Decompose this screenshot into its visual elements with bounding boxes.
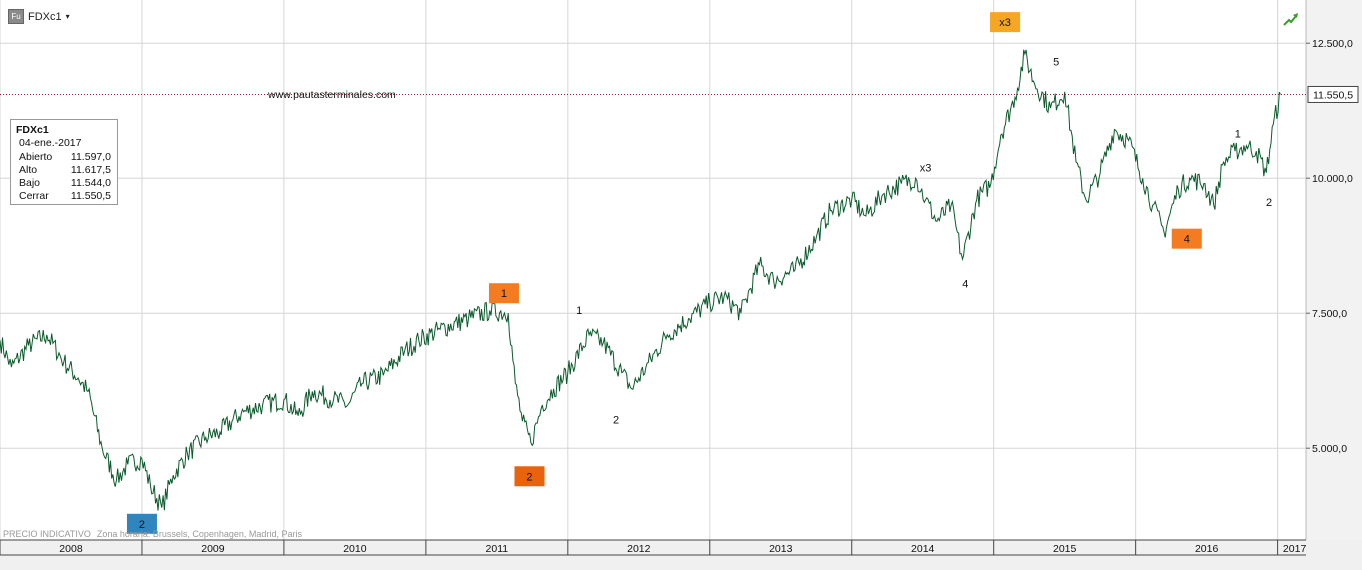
y-axis-ticks: 5.000,0 7.500,0 10.000,0 12.500,0	[1306, 38, 1353, 455]
wave-label-box	[514, 466, 545, 487]
symbol-selector[interactable]: Fu FDXc1 ▾	[8, 9, 70, 24]
wave-label: 2	[139, 519, 145, 531]
high-value: 11.617,5	[70, 164, 111, 176]
wave-label-box	[990, 12, 1021, 33]
wave-label: x3	[920, 162, 932, 174]
wave-label-box	[126, 513, 157, 534]
indicative-price-label: PRECIO INDICATIVO	[3, 529, 91, 539]
open-label: Abierto	[19, 151, 53, 163]
futures-badge: Fu	[8, 9, 24, 24]
trend-up-arrow-icon[interactable]	[1282, 11, 1300, 27]
y-tick-label: 10.000,0	[1312, 173, 1353, 185]
x-tick-label: 2008	[59, 543, 83, 555]
wave-label: 1	[576, 305, 582, 317]
wave-label: 4	[962, 279, 968, 291]
wave-label: 2	[613, 415, 619, 427]
symbol-name: FDXc1	[28, 10, 62, 23]
high-label: Alto	[19, 164, 38, 176]
close-value: 11.550,5	[70, 190, 111, 202]
x-tick-label: 2017	[1283, 543, 1307, 555]
x-tick-label: 2016	[1195, 543, 1219, 555]
plot-area	[0, 0, 1306, 540]
wave-annotations: 1 2 2 1 2 x3 4 x3 5 4 1 2	[126, 12, 1272, 534]
last-price-tag: 11.550,5	[1307, 85, 1359, 103]
open-value: 11.597,0	[70, 151, 111, 163]
dropdown-caret-icon[interactable]: ▾	[65, 12, 70, 21]
x-tick-label: 2012	[627, 543, 651, 555]
wave-label: 2	[1266, 197, 1272, 209]
x-tick-label: 2014	[911, 543, 935, 555]
y-tick-label: 5.000,0	[1312, 443, 1347, 455]
wave-label: x3	[999, 17, 1011, 29]
low-label: Bajo	[19, 177, 41, 189]
wave-label: 4	[1184, 234, 1190, 246]
price-axis-panel[interactable]	[1306, 0, 1362, 540]
low-value: 11.544,0	[70, 177, 111, 189]
y-tick-label: 7.500,0	[1312, 308, 1347, 320]
close-label: Cerrar	[19, 190, 49, 202]
x-tick-label: 2011	[486, 543, 509, 555]
footer-note: PRECIO INDICATIVO Zona horaria: Brussels,…	[3, 529, 302, 539]
grid-lines	[0, 0, 1306, 540]
last-price-label: 11.550,5	[1313, 89, 1353, 101]
tooltip-date: 04-ene.-2017	[19, 137, 82, 149]
wave-label: 1	[501, 288, 507, 300]
x-tick-label: 2010	[343, 543, 367, 555]
wave-label: 5	[1053, 57, 1059, 69]
y-tick-label: 12.500,0	[1312, 38, 1353, 50]
x-tick-label: 2009	[201, 543, 225, 555]
data-tooltip-box: FDXc1 04-ene.-2017 Abierto 11.597,0 Alto…	[10, 119, 118, 205]
timezone-label: Zona horaria: Brussels, Copenhagen, Madr…	[96, 529, 302, 539]
x-axis-ticks: 2008 2009 2010 2011 2012 2013 2014 2015 2016 2017	[0, 540, 1306, 555]
wave-label: 1	[1235, 128, 1241, 140]
price-series-line	[0, 49, 1281, 511]
watermark-url: www.pautasterminales.com	[268, 89, 396, 101]
x-tick-label: 2013	[769, 543, 793, 555]
tooltip-title: FDXc1	[16, 124, 49, 136]
wave-label-box	[1171, 228, 1202, 249]
wave-label: 2	[526, 471, 532, 483]
wave-label-box	[488, 283, 519, 304]
x-tick-label: 2015	[1053, 543, 1077, 555]
